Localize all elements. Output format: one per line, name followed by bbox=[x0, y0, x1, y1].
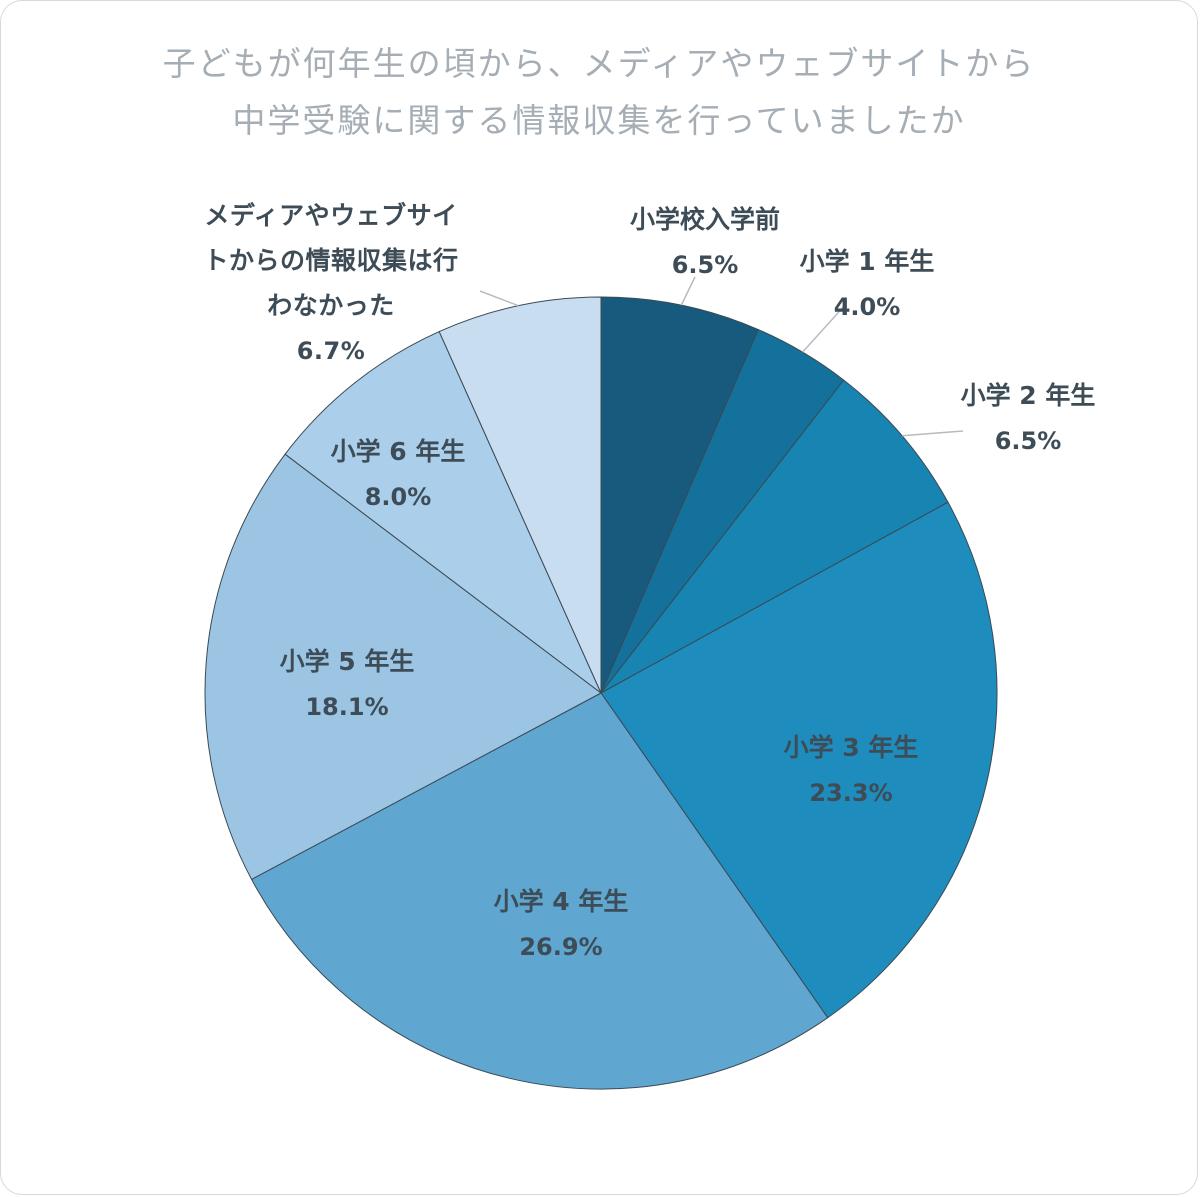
slice-label-grade6: 小学 6 年生 8.0% bbox=[331, 429, 466, 520]
chart-title-line1: 子どもが何年生の頃から、メディアやウェブサイトから bbox=[162, 44, 1036, 83]
slice-label-grade6-text: 小学 6 年生 bbox=[330, 437, 466, 466]
pie-slice-6 bbox=[284, 330, 602, 694]
slice-label-grade5-pct: 18.1% bbox=[305, 693, 389, 721]
slice-label-grade4: 小学 4 年生 26.9% bbox=[494, 879, 629, 970]
slice-label-none: メディアやウェブサイトからの情報収集は行わなかった 6.7% bbox=[197, 193, 465, 374]
slice-label-grade3-pct: 23.3% bbox=[809, 779, 893, 807]
slice-label-grade2: 小学 2 年生 6.5% bbox=[961, 373, 1096, 464]
slice-label-none-text: メディアやウェブサイトからの情報収集は行わなかった bbox=[203, 201, 459, 320]
slice-label-grade1-pct: 4.0% bbox=[833, 293, 901, 321]
chart-title-line2: 中学受験に関する情報収集を行っていましたか bbox=[232, 101, 966, 140]
pie-slice-5 bbox=[204, 453, 602, 881]
leader-line-slice-1 bbox=[802, 303, 847, 353]
slice-label-grade5-text: 小学 5 年生 bbox=[279, 647, 415, 676]
slice-label-grade1: 小学 1 年生 4.0% bbox=[800, 239, 935, 330]
slice-label-grade5: 小学 5 年生 18.1% bbox=[280, 639, 415, 730]
slice-label-grade6-pct: 8.0% bbox=[364, 483, 432, 511]
slice-label-grade2-text: 小学 2 年生 bbox=[960, 381, 1096, 410]
slice-label-grade1-text: 小学 1 年生 bbox=[799, 247, 935, 276]
pie-slice-4 bbox=[250, 692, 829, 1090]
slice-label-grade3-text: 小学 3 年生 bbox=[783, 733, 919, 762]
slice-label-grade2-pct: 6.5% bbox=[994, 427, 1062, 455]
pie-slice-7 bbox=[438, 296, 602, 694]
slice-label-pre-text: 小学校入学前 bbox=[629, 205, 781, 234]
slice-label-grade4-text: 小学 4 年生 bbox=[493, 887, 629, 916]
slice-label-pre: 小学校入学前 6.5% bbox=[630, 197, 780, 288]
slice-label-pre-pct: 6.5% bbox=[671, 251, 739, 279]
pie-slice-3 bbox=[600, 501, 998, 1019]
leader-line-slice-0 bbox=[680, 276, 696, 306]
leader-line-slice-7 bbox=[479, 290, 519, 307]
leader-line-slice-2 bbox=[902, 430, 964, 437]
pie-slice-0 bbox=[600, 296, 759, 694]
slice-label-grade3: 小学 3 年生 23.3% bbox=[784, 725, 919, 816]
slice-label-grade4-pct: 26.9% bbox=[519, 933, 603, 961]
chart-title: 子どもが何年生の頃から、メディアやウェブサイトから 中学受験に関する情報収集を行… bbox=[1, 35, 1197, 149]
slice-label-none-pct: 6.7% bbox=[296, 337, 366, 365]
